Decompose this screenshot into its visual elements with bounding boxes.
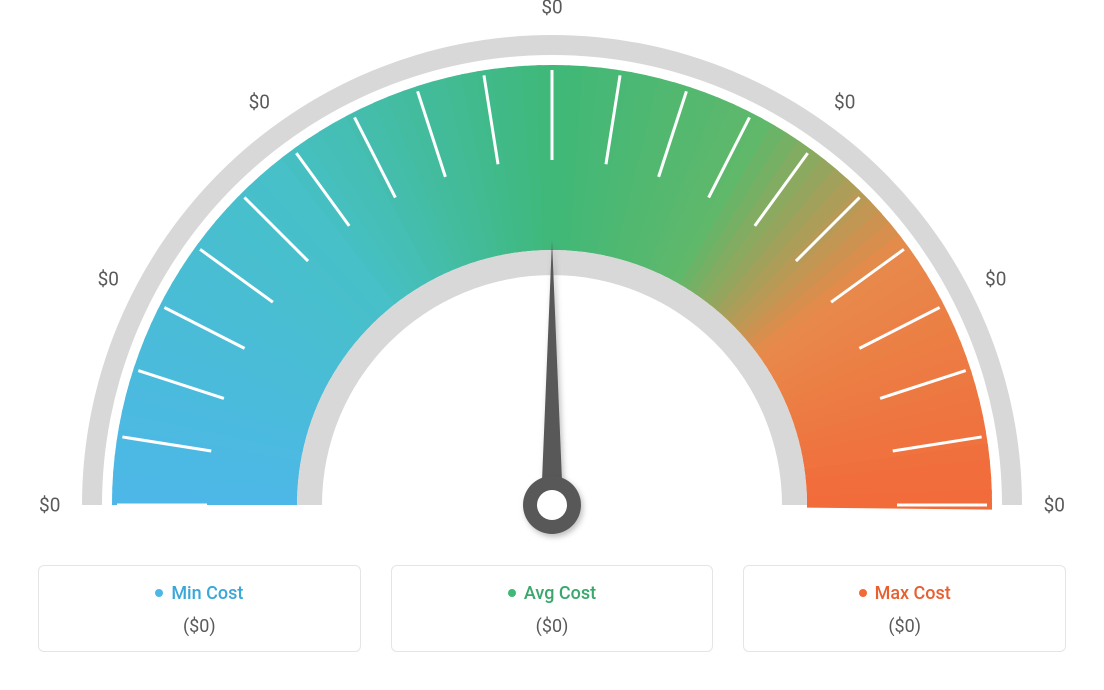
legend-title: Min Cost: [155, 583, 243, 604]
legend-value: ($0): [49, 616, 350, 637]
gauge-tick-label: $0: [39, 494, 60, 517]
legend-dot-icon: [859, 589, 867, 597]
legend-card: Avg Cost ($0): [391, 565, 714, 652]
legend-value: ($0): [754, 616, 1055, 637]
legend-title: Avg Cost: [508, 583, 596, 604]
legend-card: Max Cost ($0): [743, 565, 1066, 652]
gauge-tick-label: $0: [1044, 494, 1065, 517]
legend-dot-icon: [155, 589, 163, 597]
legend-dot-icon: [508, 589, 516, 597]
gauge-tick-label: $0: [541, 0, 562, 19]
legend-label: Min Cost: [171, 583, 243, 604]
gauge-tick-label: $0: [985, 267, 1006, 290]
gauge-tick-label: $0: [98, 267, 119, 290]
gauge-tick-label: $0: [834, 91, 855, 114]
gauge-tick-label: $0: [249, 91, 270, 114]
legend-value: ($0): [402, 616, 703, 637]
gauge-chart: $0 $0 $0 $0 $0 $0 $0: [0, 0, 1104, 560]
gauge-svg: [0, 0, 1104, 560]
legend-label: Avg Cost: [524, 583, 596, 604]
legend-title: Max Cost: [859, 583, 951, 604]
legend-row: Min Cost ($0) Avg Cost ($0) Max Cost ($0): [38, 565, 1066, 652]
legend-label: Max Cost: [875, 583, 951, 604]
legend-card: Min Cost ($0): [38, 565, 361, 652]
